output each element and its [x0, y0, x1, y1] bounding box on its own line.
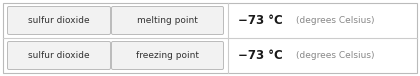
Text: sulfur dioxide: sulfur dioxide: [28, 16, 90, 25]
Text: melting point: melting point: [137, 16, 198, 25]
FancyBboxPatch shape: [8, 41, 110, 69]
FancyBboxPatch shape: [111, 7, 223, 35]
FancyBboxPatch shape: [8, 7, 110, 35]
Text: freezing point: freezing point: [136, 51, 199, 60]
Text: (degrees Celsius): (degrees Celsius): [296, 16, 375, 25]
FancyBboxPatch shape: [111, 41, 223, 69]
Text: −73 °C: −73 °C: [238, 49, 283, 62]
Text: −73 °C: −73 °C: [238, 14, 283, 27]
Text: sulfur dioxide: sulfur dioxide: [28, 51, 90, 60]
Text: (degrees Celsius): (degrees Celsius): [296, 51, 375, 60]
